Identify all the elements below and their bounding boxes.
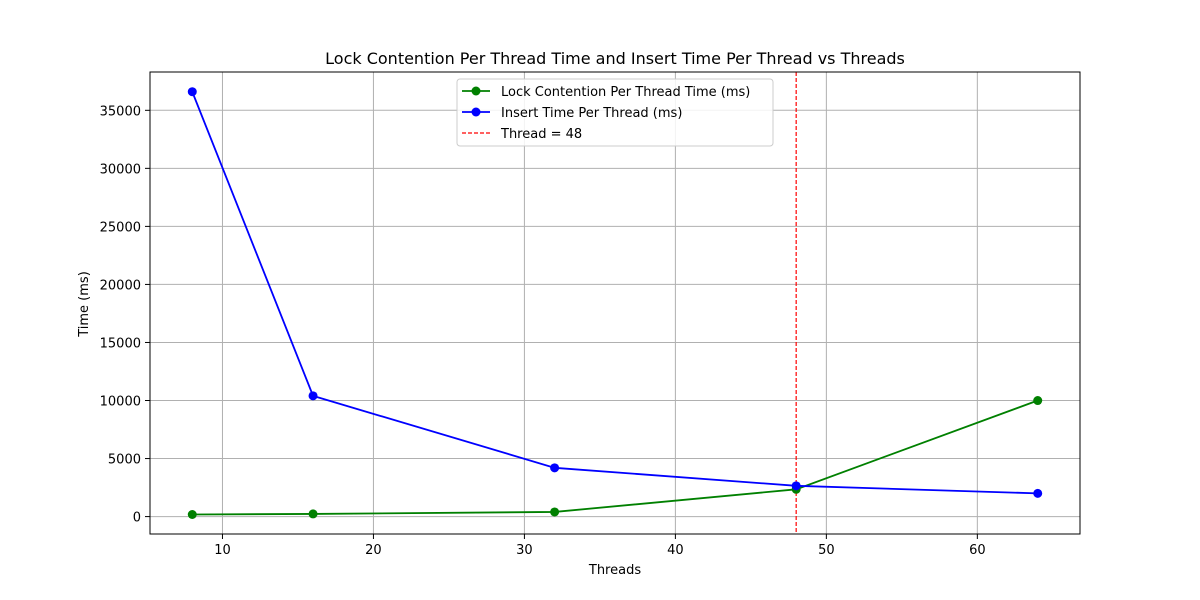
legend-item: Thread = 48 xyxy=(462,127,582,142)
x-axis-label: Threads xyxy=(588,563,641,578)
legend: Lock Contention Per Thread Time (ms) Inse… xyxy=(456,78,774,147)
y-tick-label: 0 xyxy=(133,511,141,526)
x-tick-label: 20 xyxy=(365,543,382,558)
legend-label: Lock Contention Per Thread Time (ms) xyxy=(501,85,750,100)
y-tick-label: 35000 xyxy=(100,104,141,119)
x-tick-label: 30 xyxy=(516,543,533,558)
data-point xyxy=(187,87,197,97)
y-tick-label: 20000 xyxy=(100,278,141,293)
series-1 xyxy=(187,87,1043,498)
data-point xyxy=(1033,396,1043,406)
data-series xyxy=(187,87,1043,519)
data-point xyxy=(550,507,560,517)
legend-marker-swatch xyxy=(471,86,481,96)
data-point xyxy=(187,509,197,519)
plot-area-frame xyxy=(149,71,1081,535)
x-tick-label: 50 xyxy=(818,543,835,558)
y-tick-label: 5000 xyxy=(108,453,141,468)
y-tick-label: 15000 xyxy=(100,336,141,351)
x-tick-label: 10 xyxy=(214,543,231,558)
y-tick-label: 30000 xyxy=(100,162,141,177)
legend-marker-swatch xyxy=(471,107,481,117)
x-tick-label: 60 xyxy=(969,543,986,558)
x-tick-label: 40 xyxy=(667,543,684,558)
legend-item: Lock Contention Per Thread Time (ms) xyxy=(462,85,750,100)
chart-title: Lock Contention Per Thread Time and Inse… xyxy=(325,49,905,68)
y-tick-label: 10000 xyxy=(100,395,141,410)
y-tick-label: 25000 xyxy=(100,220,141,235)
data-point xyxy=(550,463,560,473)
data-point xyxy=(308,391,318,401)
legend-label: Insert Time Per Thread (ms) xyxy=(501,106,682,121)
legend-item: Insert Time Per Thread (ms) xyxy=(462,106,682,121)
data-point xyxy=(1033,488,1043,498)
data-point xyxy=(791,481,801,491)
legend-box xyxy=(456,78,774,147)
x-axis-ticks: 10 20 30 40 50 60 xyxy=(214,534,986,558)
data-point xyxy=(308,509,318,519)
y-axis-label: Time (ms) xyxy=(77,271,92,338)
y-axis-ticks: 0 5000 10000 15000 20000 25000 30000 35000 xyxy=(100,104,150,526)
legend-label: Thread = 48 xyxy=(500,127,582,142)
